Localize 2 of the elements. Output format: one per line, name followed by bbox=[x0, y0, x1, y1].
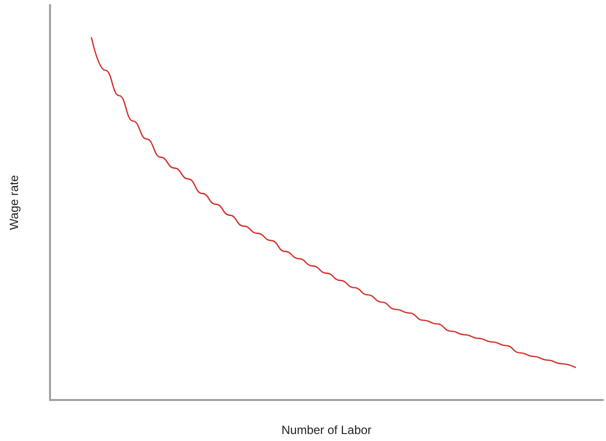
x-axis-title: Number of Labor bbox=[281, 423, 372, 437]
y-axis-title: Wage rate bbox=[7, 174, 21, 230]
